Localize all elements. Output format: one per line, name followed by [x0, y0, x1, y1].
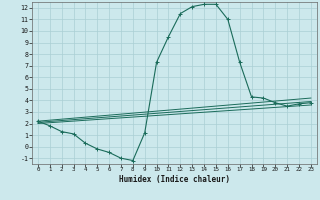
X-axis label: Humidex (Indice chaleur): Humidex (Indice chaleur): [119, 175, 230, 184]
